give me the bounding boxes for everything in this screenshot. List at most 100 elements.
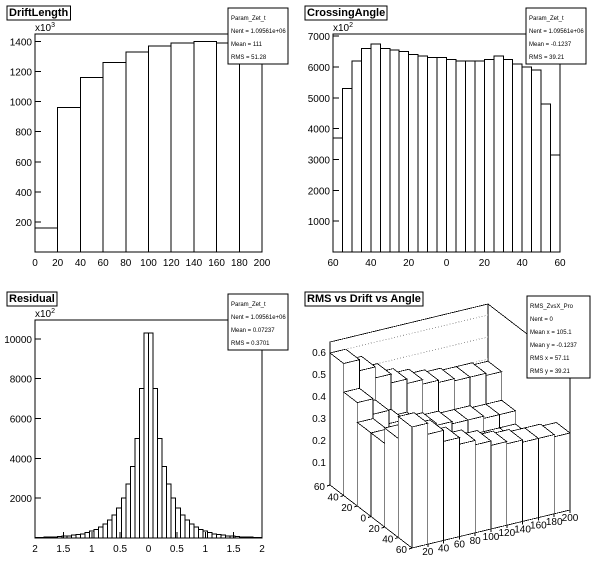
box-front <box>411 422 429 549</box>
x-tick-label: 80 <box>120 258 132 269</box>
box-front <box>538 434 555 519</box>
bin <box>474 60 485 252</box>
bin <box>540 103 552 252</box>
x-tick-label: 140 <box>514 524 531 535</box>
x-tick-label: 60 <box>554 258 566 269</box>
y-tick-label: 1400 <box>10 38 33 49</box>
bin <box>84 532 90 538</box>
box-front <box>458 439 476 538</box>
exponent: 2 <box>349 22 353 29</box>
x-tick-label: 20 <box>403 258 415 269</box>
bin <box>152 388 159 538</box>
x-tick-label: 20 <box>479 258 491 269</box>
bin <box>216 534 222 538</box>
z-tick-label: 0.4 <box>312 392 326 403</box>
stats-line: Param_Zet_t <box>231 302 266 308</box>
x-tick-label: 200 <box>562 513 579 524</box>
bin <box>79 533 86 538</box>
y-tick-label: 4000 <box>10 454 33 465</box>
chart-title: Residual <box>9 293 55 305</box>
x-tick-label: 1 <box>89 544 95 555</box>
bin <box>107 519 113 538</box>
y-multiplier: x102 <box>35 308 55 320</box>
x-tick-label: 0 <box>444 258 450 269</box>
x-tick-label: 40 <box>75 258 87 269</box>
bin <box>79 77 104 252</box>
bin <box>102 523 109 538</box>
y-tick-label: 40 <box>382 535 394 546</box>
chart-title: CrossingAngle <box>307 7 385 19</box>
y-tick-label: 2000 <box>10 494 33 505</box>
y-tick-label: 10000 <box>4 335 32 346</box>
y-tick-label: 4000 <box>308 125 331 136</box>
box-front <box>427 429 445 545</box>
bin <box>398 51 410 252</box>
x-tick-label: 120 <box>498 528 515 539</box>
bin <box>34 227 59 252</box>
bin <box>148 332 154 538</box>
bin <box>389 49 400 252</box>
x-tick-label: 40 <box>438 543 450 554</box>
bin <box>207 532 213 538</box>
y-tick-label: 0 <box>360 514 366 525</box>
box-front <box>443 437 460 541</box>
stats-line: RMS = 0.3701 <box>231 341 270 347</box>
y-tick-label: 2000 <box>308 186 331 197</box>
bin <box>138 388 145 538</box>
y-tick <box>326 484 331 487</box>
box-side <box>370 432 386 528</box>
bin <box>493 55 504 252</box>
bin <box>512 63 523 252</box>
x-tick-label: 120 <box>163 258 180 269</box>
stats-line: Param_Zet_t <box>231 16 266 22</box>
box-side <box>384 427 399 539</box>
bin <box>550 154 561 252</box>
x-tick-label: 0 <box>32 258 38 269</box>
bin <box>197 528 204 538</box>
x-tick-label: 20 <box>52 258 64 269</box>
bin <box>531 69 542 252</box>
box-front <box>474 440 492 534</box>
bin <box>193 526 199 538</box>
stats-line: Nent = 1.09561e+06 <box>231 29 286 35</box>
box-side <box>356 421 372 518</box>
bin <box>193 41 218 252</box>
y-tick <box>367 516 372 518</box>
bin <box>98 526 104 538</box>
x-tick-label: 0.5 <box>170 544 184 555</box>
stats-line: RMS = 39.21 <box>529 55 565 61</box>
y-tick-label: 20 <box>369 524 381 535</box>
bin <box>134 437 140 538</box>
x-tick-label: 100 <box>483 532 500 543</box>
stats-line: Mean = 0.07237 <box>231 328 275 334</box>
z-tick-label: 0.1 <box>312 458 326 469</box>
y-tick-label: 600 <box>15 158 32 169</box>
exponent: 2 <box>51 308 55 315</box>
x-tick-label: 100 <box>140 258 157 269</box>
bin <box>170 42 195 252</box>
y-tick <box>395 537 399 539</box>
y-tick-label: 400 <box>15 188 32 199</box>
stats-box <box>526 295 591 379</box>
y-tick-label: 60 <box>314 482 326 493</box>
y-tick-label: 200 <box>15 218 32 229</box>
y-tick-label: 1000 <box>308 217 331 228</box>
bin <box>332 137 343 252</box>
box-front <box>522 437 539 522</box>
bin <box>179 514 186 538</box>
bin <box>238 44 263 252</box>
multiplier: x10 <box>35 309 52 320</box>
bin <box>93 528 100 538</box>
bin <box>129 465 136 538</box>
y-tick-label: 1200 <box>10 68 33 79</box>
bin <box>111 514 118 538</box>
lego-box <box>397 412 429 549</box>
bin <box>125 483 131 538</box>
bin <box>351 60 362 252</box>
x-tick-label: 1 <box>202 544 208 555</box>
bin <box>408 54 419 252</box>
bin <box>102 62 127 252</box>
box-top <box>329 348 361 364</box>
stats-line: RMS x = 57.11 <box>530 356 570 362</box>
